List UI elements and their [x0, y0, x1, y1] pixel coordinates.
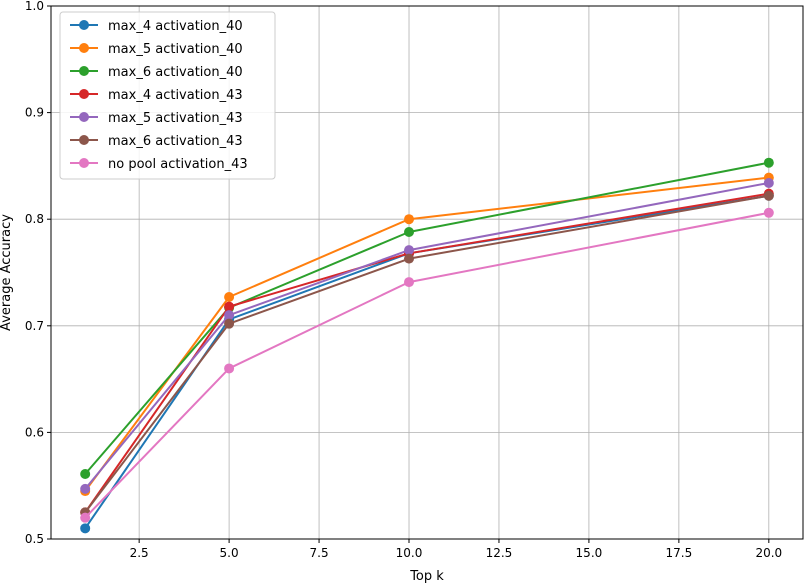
y-tick-label: 0.5: [25, 532, 44, 546]
series-line: [84, 194, 769, 529]
data-point: [80, 483, 91, 494]
data-point: [404, 277, 415, 288]
series-2: [80, 172, 774, 497]
y-tick-label: 0.8: [25, 212, 44, 226]
x-axis-label: Top k: [409, 569, 444, 584]
data-point: [763, 190, 774, 201]
series-layer: [80, 157, 774, 534]
series-6: [80, 190, 774, 518]
legend-marker: [79, 20, 89, 30]
x-axis: 2.5 5.0 7.5 10.0 12.5 15.0 17.5 20.0: [130, 539, 782, 560]
series-5: [80, 177, 774, 494]
legend-label: no pool activation_43: [108, 157, 248, 172]
data-point: [224, 310, 235, 321]
data-point: [404, 253, 415, 264]
legend-label: max_5 activation_43: [108, 111, 243, 126]
data-point: [80, 468, 91, 479]
series-3: [80, 157, 774, 479]
legend-marker: [79, 135, 89, 145]
legend-label: max_4 activation_40: [108, 19, 243, 34]
legend-item: max_4 activation_40: [70, 19, 243, 34]
series-1: [80, 190, 774, 534]
series-line: [84, 181, 770, 490]
legend-box: [59, 11, 276, 180]
legend-item: no pool activation_43: [70, 157, 248, 172]
data-point: [80, 523, 91, 534]
data-point: [404, 226, 415, 237]
legend-label: max_6 activation_43: [108, 134, 243, 149]
y-tick-label: 0.9: [25, 106, 44, 120]
y-tick-label: 0.6: [25, 425, 44, 439]
data-point: [763, 157, 774, 168]
legend-item: max_5 activation_43: [70, 111, 243, 126]
legend-marker: [79, 43, 89, 53]
legend-item: max_4 activation_43: [70, 88, 243, 103]
legend-label: max_4 activation_43: [108, 88, 243, 103]
series-line: [84, 194, 769, 513]
legend: max_4 activation_40 max_5 activation_40ma…: [59, 11, 276, 180]
data-point: [763, 207, 774, 218]
x-tick-label: 20.0: [755, 546, 782, 560]
series-line: [84, 192, 769, 513]
x-tick-label: 12.5: [486, 546, 513, 560]
series-line: [84, 176, 769, 492]
legend-marker: [79, 66, 89, 76]
series-line: [84, 161, 770, 475]
legend-item: max_6 activation_40: [70, 65, 243, 80]
y-tick-label: 0.7: [25, 319, 44, 333]
data-point: [80, 512, 91, 523]
data-point: [404, 214, 415, 225]
legend-marker: [79, 158, 89, 168]
legend-item: max_5 activation_40: [70, 42, 243, 57]
data-point: [224, 363, 235, 374]
x-tick-label: 10.0: [396, 546, 423, 560]
legend-label: max_6 activation_40: [108, 65, 243, 80]
y-tick-label: 1.0: [25, 0, 44, 13]
series-4: [80, 188, 774, 518]
data-point: [404, 245, 415, 256]
data-point: [224, 301, 235, 312]
data-point: [224, 318, 235, 329]
legend-label: max_5 activation_40: [108, 42, 243, 57]
x-tick-label: 5.0: [220, 546, 239, 560]
y-axis: 0.5 0.6 0.7 0.8 0.9 1.0: [25, 0, 51, 546]
series-7: [80, 207, 774, 523]
data-point: [224, 292, 235, 303]
y-axis-label: Average Accuracy: [0, 214, 14, 331]
legend-item: max_6 activation_43: [70, 134, 243, 149]
legend-marker: [79, 89, 89, 99]
series-line: [84, 211, 770, 519]
x-tick-label: 15.0: [576, 546, 603, 560]
data-point: [763, 177, 774, 188]
plot-frame: [50, 5, 804, 540]
x-tick-label: 17.5: [666, 546, 693, 560]
x-tick-label: 2.5: [130, 546, 149, 560]
legend-marker: [79, 112, 89, 122]
x-tick-label: 7.5: [310, 546, 329, 560]
